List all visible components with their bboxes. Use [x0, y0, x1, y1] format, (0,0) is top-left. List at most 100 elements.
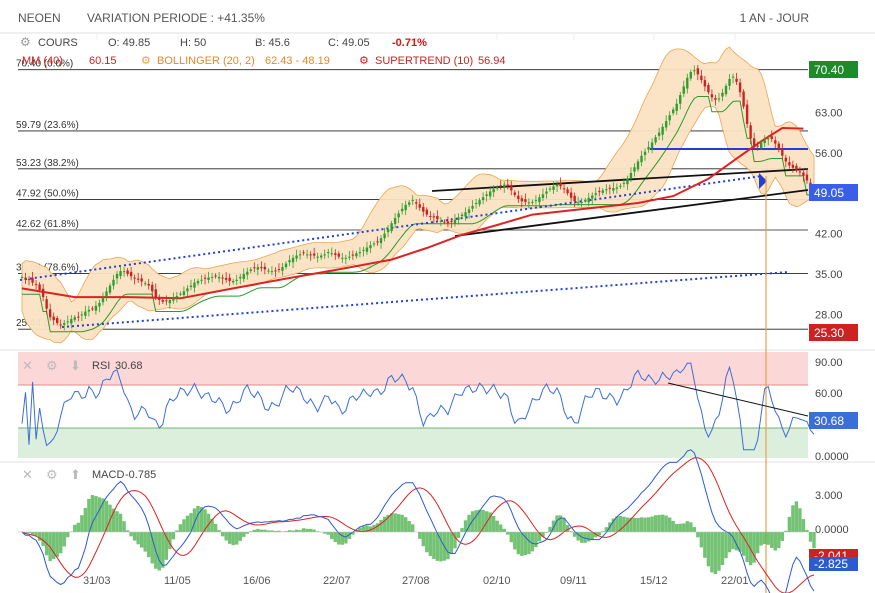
candle-body	[126, 270, 129, 275]
candle-body	[474, 203, 478, 205]
candle-body	[580, 201, 583, 203]
supertrend-label: SUPERTREND (10)	[375, 55, 473, 67]
macd-histogram-bar	[470, 511, 475, 532]
y-tick-label: 63.00	[815, 107, 843, 119]
macd-histogram-bar	[242, 532, 246, 537]
candle-body	[129, 271, 133, 277]
last-price-badge	[809, 184, 858, 201]
triangle-lower-line	[454, 189, 809, 237]
macd-histogram-bar	[217, 530, 221, 532]
macd-histogram-bar	[407, 521, 411, 532]
macd-histogram-bar	[435, 532, 440, 561]
macd-histogram-bar	[97, 497, 102, 532]
macd-histogram-bar	[266, 530, 271, 532]
candle-body	[576, 202, 580, 204]
macd-histogram-bar	[474, 510, 478, 532]
macd-histogram-bar	[794, 501, 799, 532]
macd-histogram-bar	[358, 527, 362, 532]
macd-histogram-bar	[495, 520, 499, 532]
candle-body	[478, 200, 481, 205]
macd-histogram-bar	[523, 532, 528, 556]
macd-histogram-bar	[277, 530, 281, 532]
candle-body	[302, 252, 305, 254]
candle-body	[496, 187, 499, 189]
macd-histogram-bar	[752, 532, 756, 563]
y-tick-label: 28.00	[815, 309, 843, 321]
macd-histogram-bar	[55, 532, 59, 557]
candle-body	[351, 254, 355, 256]
candle-body	[235, 279, 238, 281]
macd-histogram-bar	[653, 515, 658, 532]
period-selector[interactable]: 1 AN - JOUR	[739, 11, 809, 25]
candle-body	[221, 277, 224, 279]
macd-histogram-bar	[101, 498, 105, 532]
macd-histogram-bar	[467, 514, 471, 532]
y-tick-label: 42.00	[815, 229, 843, 241]
macd-histogram-bar	[185, 515, 190, 532]
low-price-value: 25.30	[814, 326, 844, 340]
macd-histogram-bar	[611, 518, 616, 532]
candle-body	[172, 298, 175, 301]
macd-histogram-bar	[646, 517, 651, 532]
y-tick-label: 56.00	[815, 148, 843, 160]
macd-histogram-bar	[263, 529, 267, 532]
macd-histogram-bar	[551, 520, 556, 532]
macd-settings-icon: ⚙	[46, 467, 58, 482]
rsi-close-icon: ✕	[22, 358, 33, 373]
macd-histogram-bar	[534, 532, 538, 548]
candle-body	[70, 319, 73, 324]
close-value: C: 49.05	[328, 37, 370, 49]
signal-arrow-icon	[759, 173, 767, 189]
macd-histogram-bar	[812, 532, 816, 549]
macd-histogram-bar	[805, 529, 809, 532]
candle-body	[200, 279, 203, 281]
macd-histogram-bar	[34, 532, 38, 537]
candle-body	[161, 299, 164, 302]
mm-label: MM (40)	[22, 55, 63, 67]
candle-body	[545, 191, 548, 194]
macd-close-icon: ✕	[22, 467, 33, 482]
macd-histogram-bar	[738, 532, 742, 552]
fibonacci-label: 47.92 (50.0%)	[16, 188, 79, 199]
candle-body	[770, 136, 773, 139]
macd-histogram-bar	[37, 532, 42, 541]
macd-histogram-bar	[618, 516, 623, 532]
macd-histogram-bar	[558, 515, 563, 532]
macd-value-badge-text: -2.825	[814, 557, 848, 571]
macd-histogram-bar	[755, 532, 760, 554]
candle-body	[439, 220, 443, 222]
candle-body	[179, 293, 182, 295]
macd-histogram-bar	[678, 523, 682, 532]
macd-histogram-bar	[305, 528, 309, 532]
candle-body	[467, 209, 471, 213]
macd-histogram-bar	[182, 519, 186, 532]
candle-body	[795, 165, 798, 171]
macd-histogram-bar	[597, 532, 601, 536]
candle-body	[640, 155, 643, 163]
macd-histogram-bar	[210, 518, 214, 532]
macd-histogram-bar	[150, 532, 154, 564]
cours-settings-icon: ⚙	[20, 35, 31, 49]
macd-histogram-bar	[710, 532, 714, 573]
candle-body	[348, 256, 351, 258]
candle-body	[608, 187, 612, 189]
candle-body	[763, 140, 766, 144]
macd-histogram-bar	[326, 532, 330, 535]
macd-histogram-bar	[460, 528, 464, 532]
candle-body	[358, 252, 362, 254]
rsi-value-badge	[809, 412, 858, 429]
candle-body	[622, 182, 626, 184]
candle-body	[144, 283, 147, 285]
candle-body	[379, 238, 383, 244]
macd-histogram-bar	[615, 516, 619, 532]
macd-histogram-bar	[83, 507, 88, 532]
candle-body	[115, 274, 119, 279]
macd-histogram-bar	[270, 530, 274, 532]
candle-body	[721, 92, 724, 97]
macd-histogram-bar	[717, 532, 721, 571]
rsi-value: 30.68	[115, 360, 143, 372]
candle-body	[703, 80, 707, 87]
macd-histogram-bar	[745, 532, 749, 563]
candle-body	[158, 298, 161, 300]
candle-body	[246, 271, 249, 275]
